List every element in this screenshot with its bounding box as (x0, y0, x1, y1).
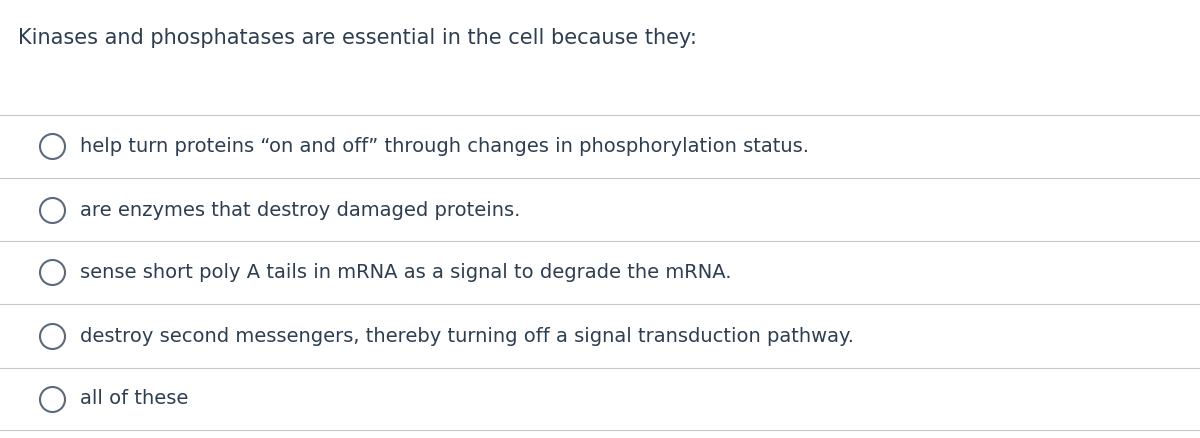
Text: destroy second messengers, thereby turning off a signal transduction pathway.: destroy second messengers, thereby turni… (80, 326, 854, 346)
Text: help turn proteins “on and off” through changes in phosphorylation status.: help turn proteins “on and off” through … (80, 137, 809, 155)
Text: are enzymes that destroy damaged proteins.: are enzymes that destroy damaged protein… (80, 201, 521, 219)
Text: all of these: all of these (80, 389, 188, 409)
Text: Kinases and phosphatases are essential in the cell because they:: Kinases and phosphatases are essential i… (18, 28, 697, 48)
Text: sense short poly A tails in mRNA as a signal to degrade the mRNA.: sense short poly A tails in mRNA as a si… (80, 262, 732, 282)
